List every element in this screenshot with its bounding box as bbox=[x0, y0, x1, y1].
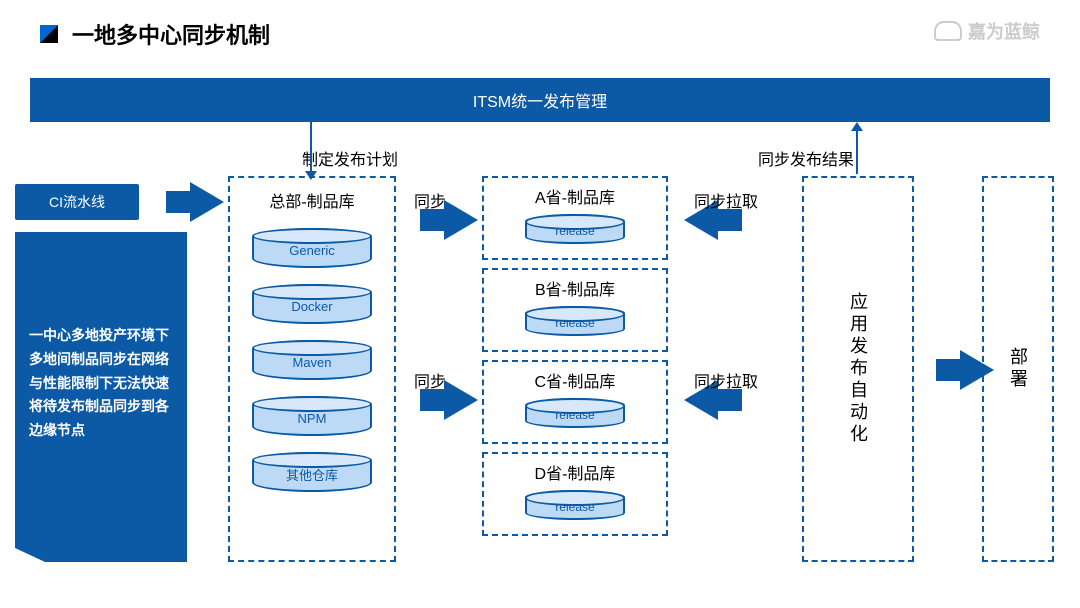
description-box: 一中心多地投产环境下多地间制品同步在网络与性能限制下无法快速将待发布制品同步到各… bbox=[15, 232, 187, 562]
province-b-box: B省-制品库 release bbox=[482, 268, 668, 352]
sync-label-2: 同步 bbox=[414, 368, 446, 392]
province-c-box: C省-制品库 release bbox=[482, 360, 668, 444]
deploy-label: 部署 bbox=[1005, 347, 1031, 391]
ci-pipeline-box: CI流水线 bbox=[15, 184, 139, 220]
province-d-box: D省-制品库 release bbox=[482, 452, 668, 536]
cylinder-icon: release bbox=[525, 214, 625, 244]
province-c-title: C省-制品库 bbox=[490, 368, 660, 392]
sync-pull-label-2: 同步拉取 bbox=[694, 368, 758, 392]
automation-box: 应用发布自动化 bbox=[802, 176, 914, 562]
title-bar: 一地多中心同步机制 bbox=[40, 18, 270, 50]
province-a-box: A省-制品库 release bbox=[482, 176, 668, 260]
hq-repo-box: 总部-制品库 Generic Docker Maven NPM 其他仓库 bbox=[228, 176, 396, 562]
itsm-header: ITSM统一发布管理 bbox=[30, 78, 1050, 122]
cylinder-icon: release bbox=[525, 398, 625, 428]
province-b-title: B省-制品库 bbox=[490, 276, 660, 300]
title-icon bbox=[40, 25, 58, 43]
arrow-right-icon bbox=[444, 380, 478, 420]
cylinder-icon: release bbox=[525, 490, 625, 520]
sync-result-label: 同步发布结果 bbox=[758, 146, 854, 170]
automation-label: 应用发布自动化 bbox=[845, 292, 871, 446]
cylinder-icon: Maven bbox=[252, 340, 372, 380]
province-d-title: D省-制品库 bbox=[490, 460, 660, 484]
arrow-right-icon bbox=[960, 350, 994, 390]
plan-label: 制定发布计划 bbox=[302, 146, 398, 170]
cylinder-icon: Docker bbox=[252, 284, 372, 324]
sync-label-1: 同步 bbox=[414, 188, 446, 212]
province-a-title: A省-制品库 bbox=[490, 184, 660, 208]
cylinder-icon: Generic bbox=[252, 228, 372, 268]
logo-text: 嘉为蓝鲸 bbox=[968, 18, 1040, 44]
cylinder-icon: NPM bbox=[252, 396, 372, 436]
hq-title: 总部-制品库 bbox=[240, 188, 384, 212]
connector-line bbox=[310, 122, 312, 172]
page-title: 一地多中心同步机制 bbox=[72, 18, 270, 50]
arrow-right-icon bbox=[190, 182, 224, 222]
cylinder-icon: release bbox=[525, 306, 625, 336]
arrow-right-icon bbox=[444, 200, 478, 240]
logo: 嘉为蓝鲸 bbox=[934, 18, 1040, 44]
connector-line bbox=[856, 130, 858, 174]
sync-pull-label-1: 同步拉取 bbox=[694, 188, 758, 212]
cylinder-icon: 其他仓库 bbox=[252, 452, 372, 492]
logo-icon bbox=[934, 21, 962, 41]
